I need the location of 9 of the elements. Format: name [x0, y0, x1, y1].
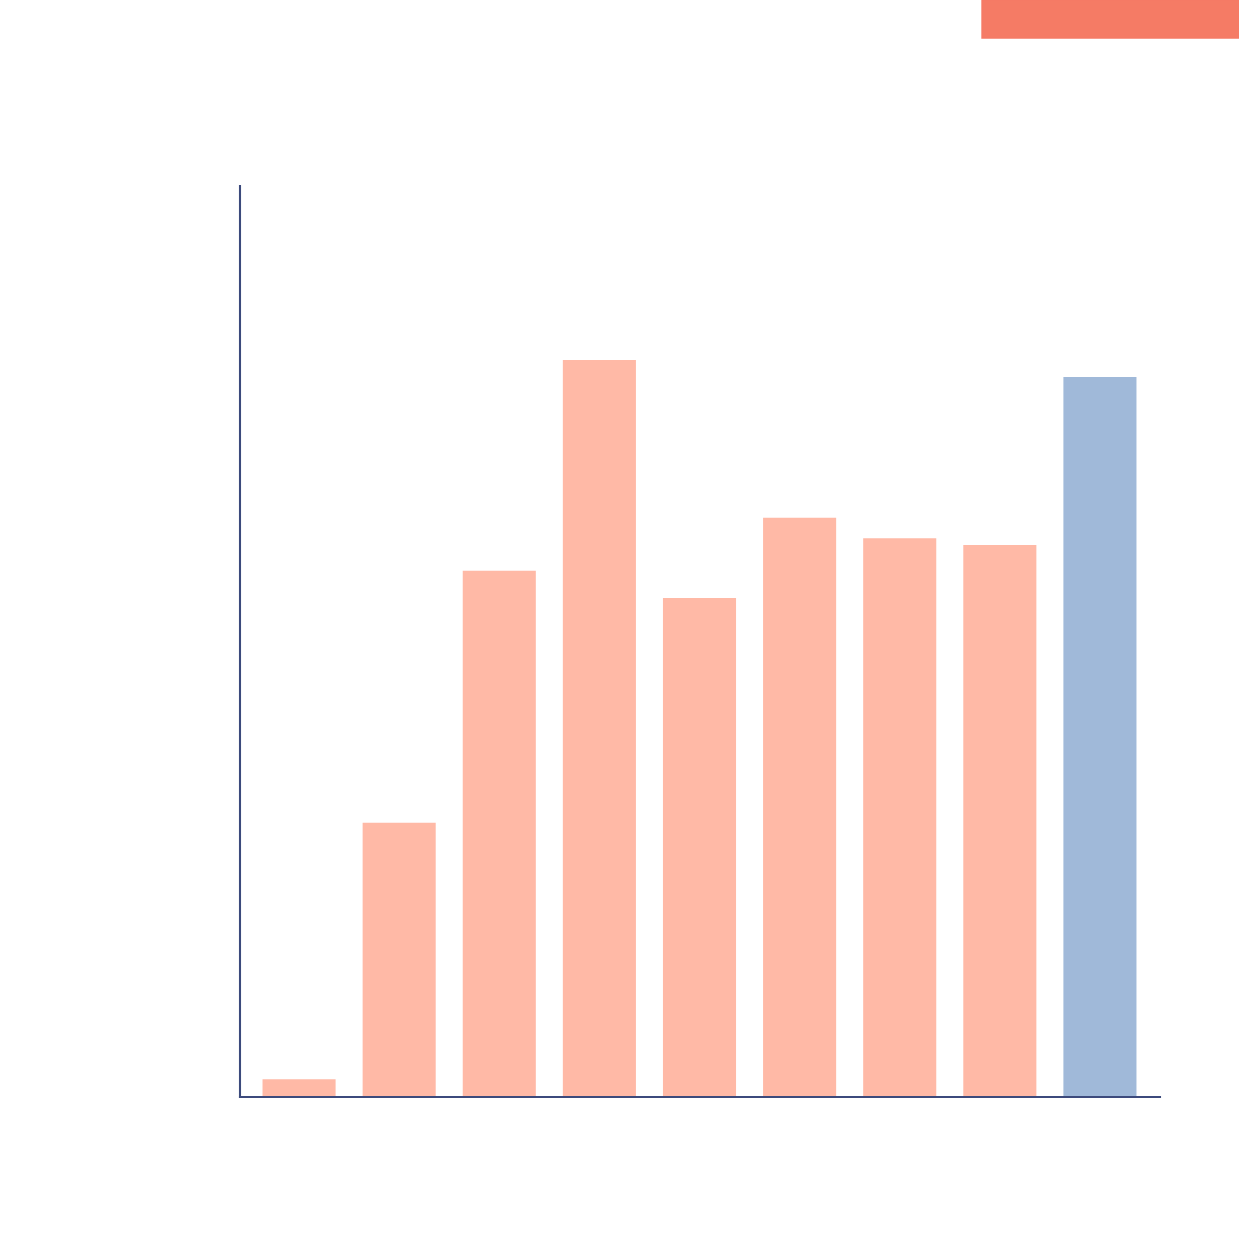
bar: [763, 517, 837, 1097]
bar: [963, 544, 1037, 1097]
bar: [1063, 376, 1137, 1097]
bar: [863, 538, 937, 1097]
bar: [362, 822, 436, 1097]
bar: [262, 1079, 336, 1097]
bar: [462, 570, 536, 1097]
bar: [562, 359, 636, 1097]
bar: [662, 598, 737, 1097]
